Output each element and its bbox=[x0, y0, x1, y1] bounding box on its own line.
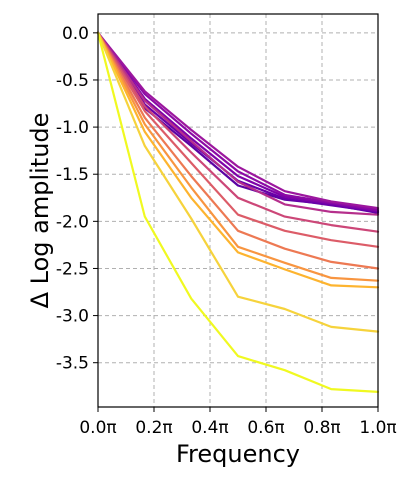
series-line-11 bbox=[96, 31, 380, 289]
x-tick-label: 0.4π bbox=[191, 418, 228, 438]
series-line-7 bbox=[96, 31, 380, 233]
y-tick-label: -0.5 bbox=[56, 71, 89, 91]
y-tick-label: -3.0 bbox=[56, 307, 89, 327]
series-line-5 bbox=[96, 31, 380, 210]
y-tick-label: -3.5 bbox=[56, 354, 89, 374]
x-tick-label: 0.6π bbox=[247, 418, 284, 438]
y-axis-ticks: 0.0 -0.5 -1.0 -1.5 -2.0 -2.5 -3.0 -3.5 bbox=[56, 24, 98, 374]
x-tick-label: 0.8π bbox=[303, 418, 340, 438]
y-tick-label: -1.0 bbox=[56, 118, 89, 138]
series-line-8 bbox=[96, 31, 380, 248]
grid bbox=[97, 14, 379, 407]
y-axis-title: Δ Log amplitude bbox=[26, 113, 54, 309]
series-line-12 bbox=[96, 31, 380, 333]
y-tick-label: -2.5 bbox=[56, 259, 89, 279]
series-line-10 bbox=[96, 31, 380, 282]
series-lines bbox=[96, 31, 380, 393]
y-tick-label: 0.0 bbox=[62, 24, 89, 44]
series-line-13 bbox=[96, 31, 380, 393]
series-line-9 bbox=[96, 31, 380, 270]
x-axis-ticks: 0.0π 0.2π 0.4π 0.6π 0.8π 1.0π bbox=[79, 407, 397, 438]
plot-frame bbox=[97, 13, 379, 408]
x-axis-title: Frequency bbox=[176, 440, 300, 468]
x-tick-label: 1.0π bbox=[359, 418, 396, 438]
x-tick-label: 0.0π bbox=[79, 418, 116, 438]
y-tick-label: -2.0 bbox=[56, 212, 89, 232]
x-tick-label: 0.2π bbox=[135, 418, 172, 438]
series-line-6 bbox=[96, 31, 380, 216]
y-tick-label: -1.5 bbox=[56, 165, 89, 185]
